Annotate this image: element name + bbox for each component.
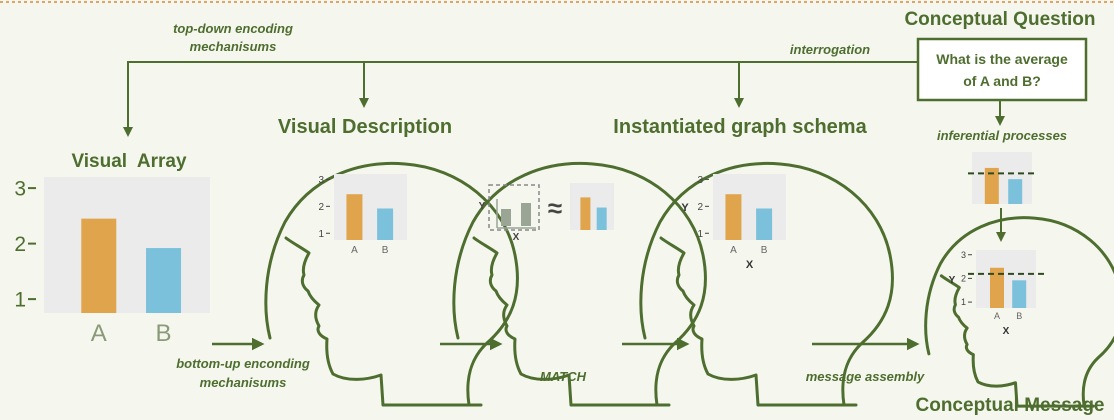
conceptual-message-chart: A B 1 2 3 Y X — [949, 250, 1044, 337]
chart-panel — [44, 177, 210, 313]
interrogation-label: interrogation — [790, 42, 870, 57]
instantiated-schema-title: Instantiated graph schema — [613, 116, 867, 138]
visual-description-chart: A B 1 2 3 — [318, 174, 407, 256]
bar-A — [990, 267, 1004, 308]
y-tick-label-3: 3 — [14, 177, 26, 200]
x-tick-label-B: B — [156, 320, 172, 347]
top-flow-lines — [123, 61, 1006, 242]
x-tick-label-B: B — [1016, 311, 1022, 321]
bar-A — [725, 194, 742, 240]
bar-A — [81, 218, 117, 313]
bar-A — [580, 197, 591, 230]
visual-array-chart: A B 1 2 3 — [14, 177, 210, 347]
x-tick-label-A: A — [730, 245, 737, 256]
schema-dashed-box — [488, 184, 540, 231]
x-tick-label-A: A — [91, 320, 107, 347]
y-tick-label-1: 1 — [318, 229, 324, 240]
head-visual-description — [264, 161, 519, 407]
bar-B — [146, 248, 182, 313]
chart-panel — [976, 250, 1036, 308]
chart-panel — [334, 174, 407, 240]
inferential-chart — [968, 152, 1036, 204]
match-chart — [570, 183, 614, 230]
match-label: MATCH — [540, 369, 587, 384]
conceptual-message-title: Conceptual Message — [916, 395, 1105, 416]
visual-description-title: Visual Description — [278, 116, 452, 138]
bar-B — [377, 208, 394, 240]
inferential-label: inferential processes — [937, 128, 1067, 143]
top-down-label-2: mechanisums — [190, 39, 277, 54]
heads-layer — [264, 161, 1114, 408]
y-tick-label-1: 1 — [697, 229, 703, 240]
y-tick-label-1: 1 — [961, 297, 966, 307]
x-tick-label-A: A — [351, 245, 358, 256]
chart-panel — [570, 183, 614, 230]
approx-symbol: ≈ — [548, 193, 562, 223]
bar-B — [756, 208, 773, 240]
chart-panel — [713, 174, 786, 240]
text-labels: top-down encoding mechanisums interrogat… — [71, 9, 1104, 416]
y-tick-label-2: 2 — [318, 202, 324, 213]
x-tick-label-B: B — [382, 245, 389, 256]
head-conceptual-message — [924, 216, 1114, 408]
bottom-up-label-2: mechanisums — [200, 375, 287, 390]
bar-B — [1012, 280, 1027, 308]
schema-y-letter: Y — [479, 201, 486, 212]
y-tick-label-2: 2 — [697, 202, 703, 213]
bottom-up-label-1: bottom-up enconding — [176, 356, 310, 371]
question-box — [916, 37, 1088, 102]
x-axis-letter: X — [746, 259, 754, 271]
top-down-label-1: top-down encoding — [173, 21, 293, 36]
schema-x-letter: X — [513, 232, 520, 243]
message-assembly-label: message assembly — [806, 369, 925, 384]
y-tick-label-3: 3 — [318, 175, 324, 186]
schema-template — [488, 184, 540, 231]
y-axis-letter: Y — [681, 202, 689, 214]
question-line-2: of A and B? — [963, 73, 1041, 89]
y-axis-letter: Y — [949, 275, 956, 286]
y-tick-label-2: 2 — [961, 274, 966, 284]
head-instantiated-schema — [639, 161, 894, 407]
bar-B — [596, 207, 607, 230]
question-line-1: What is the average — [936, 51, 1068, 67]
x-tick-label-A: A — [994, 311, 1000, 321]
y-tick-label-3: 3 — [961, 250, 966, 260]
bar-B — [1008, 179, 1023, 204]
chart-panel — [972, 152, 1032, 204]
bar-A — [346, 194, 363, 240]
x-tick-label-B: B — [761, 245, 768, 256]
bar-A — [984, 167, 999, 204]
y-tick-label-3: 3 — [697, 175, 703, 186]
head-match — [452, 161, 707, 407]
y-tick-label-2: 2 — [14, 233, 26, 256]
instantiated-schema-chart: A B 1 2 3 Y X — [681, 174, 786, 271]
schema-bar-1 — [501, 209, 511, 226]
y-tick-label-1: 1 — [14, 288, 26, 311]
schema-bar-2 — [521, 203, 531, 226]
visual-array-title: Visual Array — [71, 151, 187, 172]
top-down-arrow — [123, 61, 918, 137]
x-axis-letter: X — [1003, 326, 1010, 337]
conceptual-question-title: Conceptual Question — [904, 9, 1095, 30]
